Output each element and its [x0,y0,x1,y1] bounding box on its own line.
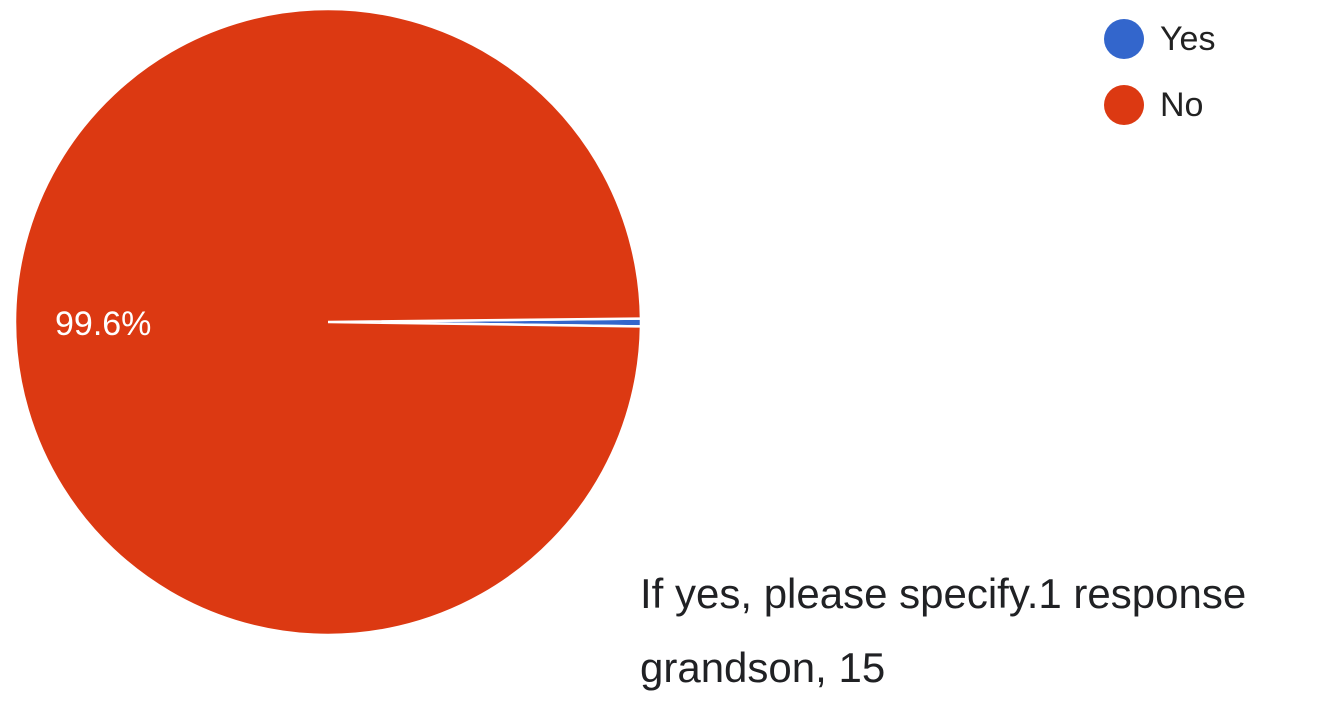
legend-swatch-no [1104,85,1144,125]
followup-response-count: 1 response [1038,570,1247,617]
legend-label-yes: Yes [1160,19,1216,58]
followup-question: If yes, please specify.1 response [640,570,1246,618]
pie-chart: 99.6% [13,7,643,637]
legend-swatch-yes [1104,19,1144,59]
pie-slice-no[interactable] [13,7,643,637]
chart-legend: Yes No [1104,6,1215,138]
legend-item-no[interactable]: No [1104,72,1215,138]
pie-data-label-no: 99.6% [55,305,151,343]
followup-question-text: If yes, please specify. [640,570,1039,617]
legend-item-yes[interactable]: Yes [1104,6,1215,72]
legend-label-no: No [1160,85,1204,124]
followup-answer: grandson, 15 [640,644,886,691]
